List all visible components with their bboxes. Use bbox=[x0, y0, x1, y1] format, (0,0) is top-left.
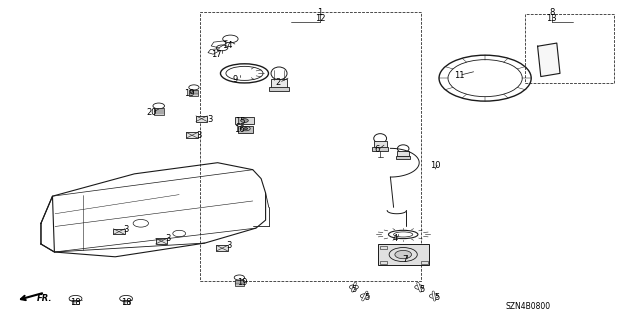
Bar bbox=[269, 87, 289, 91]
Text: 5: 5 bbox=[351, 285, 356, 293]
Bar bbox=[525, 14, 614, 83]
Bar bbox=[271, 79, 287, 88]
Text: 6: 6 bbox=[374, 145, 380, 154]
Text: 3: 3 bbox=[227, 241, 232, 250]
Text: 9: 9 bbox=[233, 75, 238, 84]
Text: 12: 12 bbox=[315, 14, 325, 23]
Bar bbox=[189, 90, 198, 96]
Bar bbox=[235, 117, 254, 124]
Text: 10: 10 bbox=[430, 161, 440, 170]
Bar bbox=[235, 280, 244, 286]
Text: 17: 17 bbox=[211, 50, 221, 59]
Text: 5: 5 bbox=[364, 293, 369, 302]
Text: 15: 15 bbox=[236, 117, 246, 126]
Circle shape bbox=[395, 250, 412, 259]
Bar bbox=[397, 151, 409, 156]
Bar bbox=[396, 156, 410, 159]
Bar bbox=[380, 246, 387, 249]
Text: FR.: FR. bbox=[37, 294, 52, 303]
Bar bbox=[380, 261, 387, 264]
Text: 13: 13 bbox=[547, 14, 557, 23]
Text: 18: 18 bbox=[121, 298, 131, 307]
Text: 3: 3 bbox=[166, 234, 171, 243]
Text: 5: 5 bbox=[435, 293, 440, 302]
Bar bbox=[216, 245, 228, 251]
Text: SZN4B0800: SZN4B0800 bbox=[506, 302, 550, 311]
Bar bbox=[123, 300, 129, 304]
Text: 3: 3 bbox=[196, 131, 202, 140]
Bar bbox=[154, 108, 164, 115]
Text: 4: 4 bbox=[393, 234, 398, 243]
Text: 5: 5 bbox=[420, 285, 425, 293]
Text: 3: 3 bbox=[207, 115, 212, 124]
Bar bbox=[238, 126, 253, 133]
Text: 3: 3 bbox=[124, 225, 129, 234]
Bar bbox=[186, 132, 198, 138]
Text: 2: 2 bbox=[276, 78, 281, 87]
Text: 8: 8 bbox=[549, 8, 554, 17]
Polygon shape bbox=[538, 43, 560, 77]
Circle shape bbox=[244, 128, 248, 130]
Text: 16: 16 bbox=[234, 125, 244, 134]
Bar bbox=[374, 141, 387, 148]
Text: 1: 1 bbox=[317, 8, 323, 17]
Text: 20: 20 bbox=[147, 108, 157, 117]
Bar bbox=[421, 261, 428, 264]
Bar bbox=[378, 244, 429, 265]
Text: 19: 19 bbox=[237, 278, 248, 287]
Bar bbox=[72, 300, 79, 304]
Text: 19: 19 bbox=[184, 89, 195, 98]
Circle shape bbox=[241, 119, 248, 122]
Text: 11: 11 bbox=[454, 71, 465, 80]
Text: 18: 18 bbox=[70, 298, 81, 307]
Text: 7: 7 bbox=[403, 255, 408, 264]
Bar bbox=[196, 116, 207, 122]
Bar bbox=[156, 238, 167, 244]
Text: 14: 14 bbox=[223, 41, 233, 50]
Bar bbox=[200, 12, 421, 281]
Bar bbox=[113, 229, 125, 234]
Bar bbox=[372, 147, 388, 151]
